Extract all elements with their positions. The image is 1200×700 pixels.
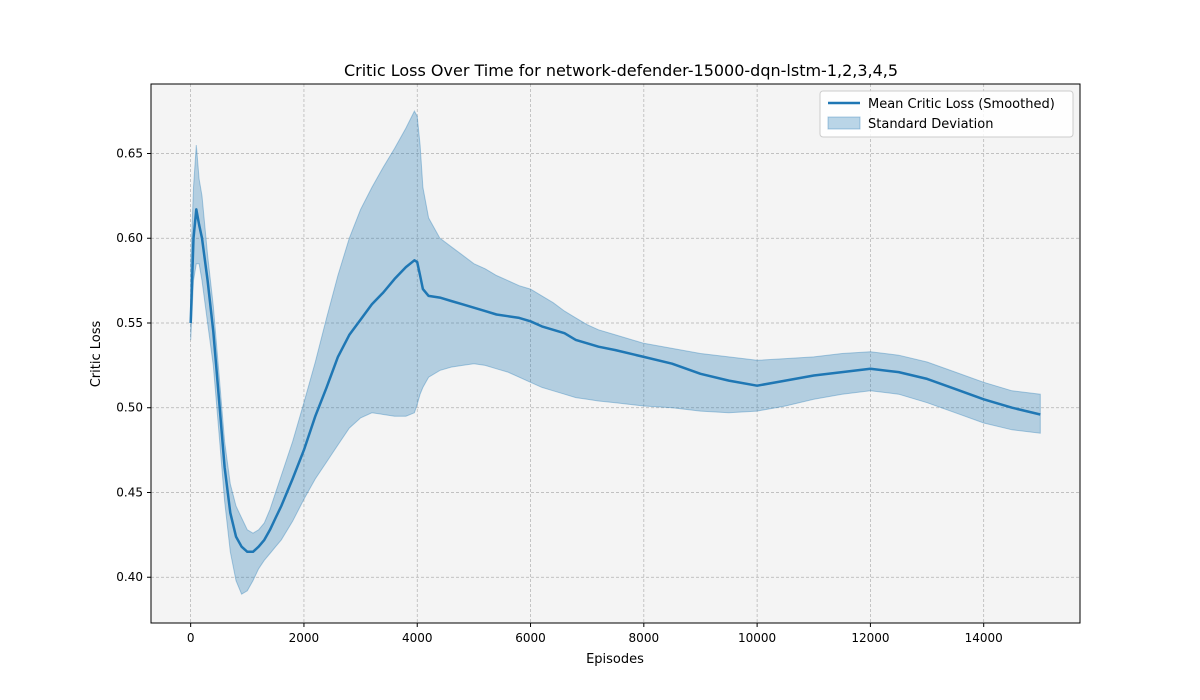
y-axis-label: Critic Loss xyxy=(89,321,104,388)
chart-title: Critic Loss Over Time for network-defend… xyxy=(344,61,898,80)
std-band-area xyxy=(190,110,1041,595)
x-tick-label: 14000 xyxy=(965,631,1003,645)
x-tick-label: 0 xyxy=(187,631,195,645)
y-tick-label: 0.45 xyxy=(116,485,143,499)
legend-entry-std: Standard Deviation xyxy=(868,117,993,132)
x-tick-label: 12000 xyxy=(851,631,889,645)
y-tick-label: 0.55 xyxy=(116,316,143,330)
plot-area xyxy=(151,84,1080,623)
x-axis-ticks: 0 2000 4000 6000 8000 10000 12000 14000 xyxy=(187,623,1003,645)
y-tick-label: 0.40 xyxy=(116,570,143,584)
x-tick-label: 2000 xyxy=(289,631,320,645)
x-tick-label: 10000 xyxy=(738,631,776,645)
x-tick-label: 6000 xyxy=(515,631,546,645)
x-axis-label: Episodes xyxy=(586,652,644,667)
x-tick-label: 8000 xyxy=(629,631,660,645)
legend-box xyxy=(819,90,1074,138)
y-tick-label: 0.65 xyxy=(116,146,143,160)
x-tick-label: 4000 xyxy=(402,631,433,645)
legend: Mean Critic Loss (Smoothed) Standard Dev… xyxy=(819,90,1074,138)
mean-critic-loss-line xyxy=(189,208,1041,554)
y-axis-ticks: 0.40 0.45 0.50 0.55 0.60 0.65 xyxy=(116,146,151,584)
legend-band-swatch xyxy=(827,116,861,130)
std-band xyxy=(190,110,1041,595)
y-tick-label: 0.60 xyxy=(116,231,143,245)
y-tick-label: 0.50 xyxy=(116,401,143,415)
mean-line xyxy=(189,208,1041,554)
plot-frame xyxy=(150,83,1081,624)
legend-entry-mean: Mean Critic Loss (Smoothed) xyxy=(868,97,1055,112)
